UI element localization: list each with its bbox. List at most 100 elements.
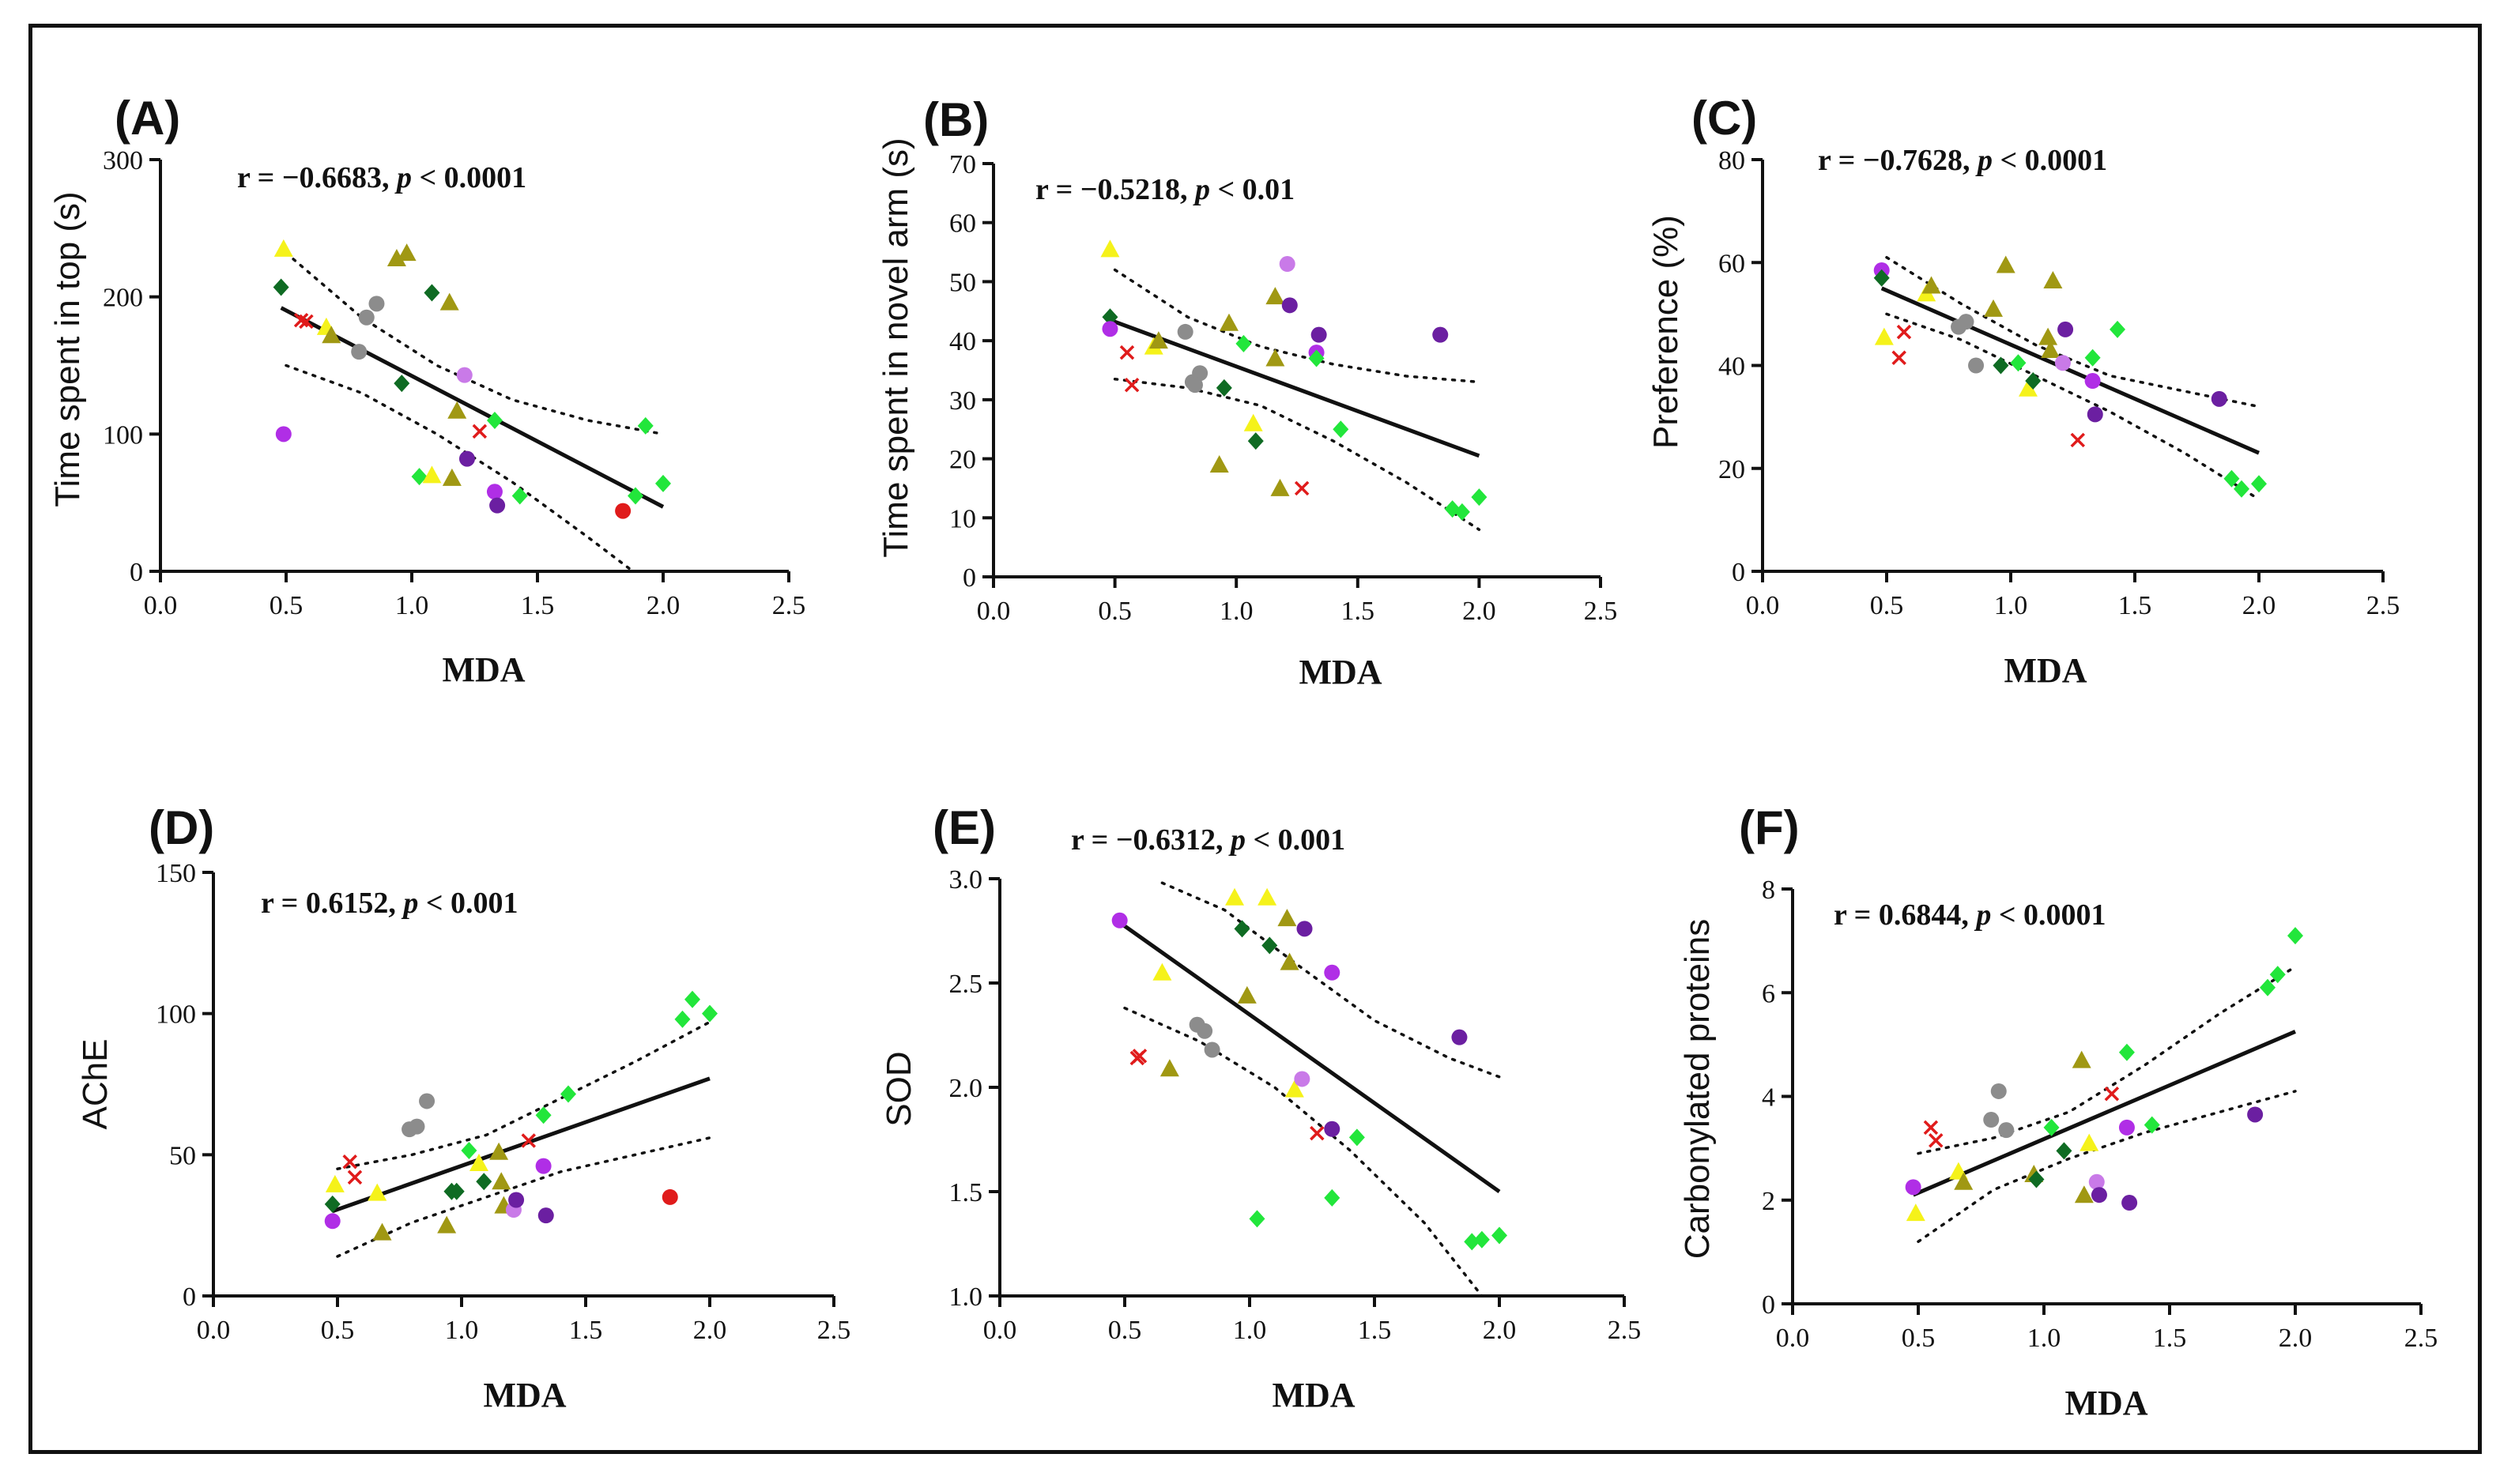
data-point xyxy=(1284,1079,1304,1098)
data-point xyxy=(1906,1203,1925,1222)
data-point xyxy=(702,1004,718,1023)
x-axis-title: MDA xyxy=(1272,1376,1355,1414)
data-point xyxy=(2018,379,2038,397)
y-axis-title: Time spent in novel arm (s) xyxy=(877,137,915,557)
data-point xyxy=(1209,455,1229,473)
y-tick-label: 0 xyxy=(963,563,976,593)
y-tick-label: 50 xyxy=(949,268,976,297)
panel-letter: (C) xyxy=(1691,92,1757,145)
chart-panel-d: 0.0 0.5 1.0 1.5 2.0 2.5 0 50 100 150 (D) AChE MDA r =… xyxy=(76,801,850,1414)
data-point xyxy=(1111,912,1128,928)
stat-r: r = −0.6683, xyxy=(237,161,397,194)
stat-p-symbol: p xyxy=(394,161,412,194)
data-point xyxy=(1921,276,1941,294)
y-tick-label: 0 xyxy=(130,558,143,587)
data-point xyxy=(521,1133,537,1148)
stat-r: r = 0.6152, xyxy=(261,887,403,920)
data-point xyxy=(1265,287,1285,305)
x-tick-label: 2.5 xyxy=(1608,1316,1642,1345)
data-point xyxy=(2084,373,2101,390)
x-tick-label: 1.5 xyxy=(521,591,555,620)
ci-upper-band xyxy=(285,251,665,436)
y-axis-title: AChE xyxy=(76,1039,115,1130)
chart-panel-a: 0.0 0.5 1.0 1.5 2.0 2.5 0 100 200 300(A) Time spen… xyxy=(48,92,805,689)
data-point xyxy=(447,401,467,419)
data-point xyxy=(2079,1133,2099,1151)
y-axis-title: SOD xyxy=(880,1051,918,1126)
ci-upper-band xyxy=(1160,881,1501,1079)
y-tick-label: 80 xyxy=(1718,146,1745,175)
data-point xyxy=(1243,413,1263,431)
data-point xyxy=(1148,331,1168,349)
data-point xyxy=(2260,978,2276,996)
data-point xyxy=(2110,320,2126,338)
data-point xyxy=(2038,327,2058,345)
x-tick-label: 0.5 xyxy=(270,591,304,620)
x-tick-label: 2.0 xyxy=(2279,1324,2313,1353)
data-point xyxy=(537,1207,554,1224)
regression-line xyxy=(1880,286,2260,455)
data-point xyxy=(437,1215,457,1234)
stat-r: r = −0.5218, xyxy=(1035,173,1195,206)
y-tick-label: 1.0 xyxy=(949,1282,983,1312)
data-point xyxy=(1277,909,1297,927)
data-point xyxy=(1247,432,1264,450)
data-point xyxy=(1258,887,1277,906)
data-point xyxy=(1234,920,1250,938)
x-axis-title: MDA xyxy=(1299,653,1382,691)
data-point xyxy=(1235,334,1252,352)
data-point xyxy=(1473,1230,1490,1249)
data-point xyxy=(1119,345,1135,360)
data-point xyxy=(1874,327,1894,345)
data-point xyxy=(1983,1112,2000,1128)
x-tick-label: 1.5 xyxy=(2153,1324,2187,1353)
data-point xyxy=(1102,308,1118,326)
y-axis-title: Preference (%) xyxy=(1646,215,1685,449)
x-tick-label: 1.5 xyxy=(1341,597,1375,626)
data-point xyxy=(448,1182,465,1200)
data-point xyxy=(1324,964,1340,981)
data-point xyxy=(1100,239,1120,258)
data-point xyxy=(2091,1187,2107,1203)
figure-frame xyxy=(28,24,2482,1454)
data-point xyxy=(1310,326,1327,343)
y-tick-label: 4 xyxy=(1762,1083,1775,1113)
y-tick-label: 2.5 xyxy=(949,970,983,999)
panel-letter: (B) xyxy=(923,93,989,146)
data-point xyxy=(1324,1121,1340,1137)
x-tick-label: 0.0 xyxy=(983,1316,1017,1345)
data-point xyxy=(1923,1120,1939,1136)
y-tick-label: 30 xyxy=(949,386,976,416)
data-point xyxy=(461,1141,477,1159)
data-point xyxy=(2057,321,2074,337)
data-point xyxy=(1219,313,1239,331)
data-point xyxy=(2118,1119,2135,1136)
data-point xyxy=(2269,966,2286,984)
y-tick-label: 50 xyxy=(169,1141,196,1170)
panel-letter: (F) xyxy=(1739,801,1800,854)
data-point xyxy=(1294,480,1310,496)
data-point xyxy=(560,1085,577,1103)
data-point xyxy=(489,497,506,514)
data-point xyxy=(1279,256,1295,273)
stat-p-value: < 0.0001 xyxy=(1991,898,2106,932)
panel-letter: (A) xyxy=(115,92,180,145)
x-tick-label: 0.0 xyxy=(1776,1324,1810,1353)
data-point xyxy=(1265,348,1285,367)
x-tick-label: 1.0 xyxy=(1220,597,1254,626)
data-point xyxy=(1192,365,1208,382)
data-point xyxy=(1990,1083,2007,1099)
data-point xyxy=(489,1142,509,1160)
x-tick-label: 2.5 xyxy=(1584,597,1618,626)
data-point xyxy=(2074,1185,2094,1203)
x-tick-label: 2.0 xyxy=(647,591,681,620)
data-point xyxy=(2025,372,2042,390)
y-tick-label: 3.0 xyxy=(949,865,983,895)
data-point xyxy=(324,1213,341,1230)
chart-panel-e: 0.0 0.5 1.0 1.5 2.0 2.5 1.0 1.5 2.0 2.5 3.0 (E) SOD M… xyxy=(880,801,1641,1414)
y-tick-label: 40 xyxy=(949,327,976,356)
data-point xyxy=(1216,379,1232,397)
data-point xyxy=(1998,1122,2015,1139)
data-point xyxy=(1186,377,1203,394)
